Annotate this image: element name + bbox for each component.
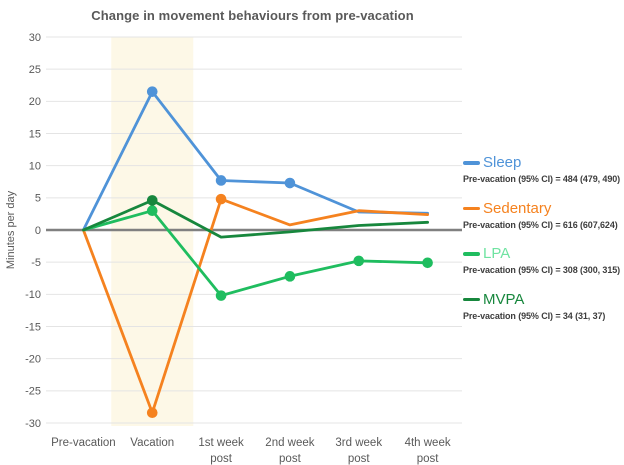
y-tick-label: -15 xyxy=(25,321,41,333)
data-point-sedentary-vacation xyxy=(146,407,158,419)
y-tick-label: -25 xyxy=(25,386,41,398)
legend-entry-sleep: Sleep Pre-vacation (95% CI) = 484 (479, 4… xyxy=(463,154,623,184)
legend-label-sleep: Sleep xyxy=(483,154,522,171)
data-point-lpa-2nd-week-post xyxy=(284,271,296,282)
x-category-label: post xyxy=(417,453,440,465)
legend-line-swatch-lpa xyxy=(463,252,480,256)
y-tick-label: 15 xyxy=(29,128,41,140)
y-tick-label: 0 xyxy=(35,225,41,237)
data-point-sleep-1st-week-post xyxy=(215,175,227,186)
x-category-label: 3rd week xyxy=(335,437,382,449)
legend-entry-lpa: LPA Pre-vacation (95% CI) = 308 (300, 315… xyxy=(463,245,623,275)
legend-label-sedentary: Sedentary xyxy=(483,199,552,217)
y-tick-label: -10 xyxy=(25,289,41,301)
y-tick-label: 25 xyxy=(29,64,41,76)
data-point-mvpa-vacation xyxy=(146,195,158,206)
data-point-sleep-vacation xyxy=(146,86,158,97)
x-category-label: 2nd week xyxy=(265,437,314,449)
y-tick-label: -20 xyxy=(25,353,41,365)
x-category-label: Pre-vacation xyxy=(51,437,116,449)
legend-label-mvpa: MVPA xyxy=(483,290,525,308)
y-tick-label: 20 xyxy=(29,96,41,108)
data-point-lpa-4th-week-post xyxy=(422,257,433,269)
y-tick-label: 10 xyxy=(29,160,41,172)
x-category-label: post xyxy=(210,453,233,465)
chart-title: Change in movement behaviours from pre-v… xyxy=(91,8,414,23)
y-tick-label: -5 xyxy=(31,257,41,269)
legend-subtext-sedentary: Pre-vacation (95% CI) = 616 (607,624) xyxy=(463,219,618,230)
y-axis-title: Minutes per day xyxy=(5,190,17,269)
x-category-label: post xyxy=(348,453,371,465)
data-point-lpa-vacation xyxy=(146,205,158,216)
y-tick-label: -30 xyxy=(25,418,41,430)
legend-entry-sedentary: Sedentary Pre-vacation (95% CI) = 616 (60… xyxy=(463,200,623,230)
x-category-label: 4th week xyxy=(405,437,451,449)
legend-line-swatch-sedentary xyxy=(463,206,480,211)
series-line-sedentary xyxy=(82,197,430,415)
data-point-sedentary-1st-week-post xyxy=(215,193,227,205)
data-point-lpa-3rd-week-post xyxy=(353,255,365,267)
x-category-label: Vacation xyxy=(130,437,174,449)
data-point-lpa-1st-week-post xyxy=(215,290,227,301)
legend-entry-mvpa: MVPA Pre-vacation (95% CI) = 34 (31, 37) xyxy=(463,291,623,321)
data-point-sleep-2nd-week-post xyxy=(284,177,296,189)
y-tick-label: 30 xyxy=(29,32,41,44)
legend-subtext-sleep: Pre-vacation (95% CI) = 484 (479, 490) xyxy=(463,174,621,184)
legend-line-swatch-mvpa xyxy=(463,297,480,302)
legend-subtext-mvpa: Pre-vacation (95% CI) = 34 (31, 37) xyxy=(463,310,606,321)
x-category-label: post xyxy=(279,453,302,465)
legend-subtext-lpa: Pre-vacation (95% CI) = 308 (300, 315) xyxy=(463,265,621,275)
legend-label-lpa: LPA xyxy=(483,245,511,262)
series-line-lpa xyxy=(82,209,430,298)
y-tick-label: 5 xyxy=(35,193,41,205)
x-category-label: 1st week xyxy=(198,437,244,449)
series-line-mvpa xyxy=(82,198,430,239)
legend-line-swatch-sleep xyxy=(463,161,480,165)
